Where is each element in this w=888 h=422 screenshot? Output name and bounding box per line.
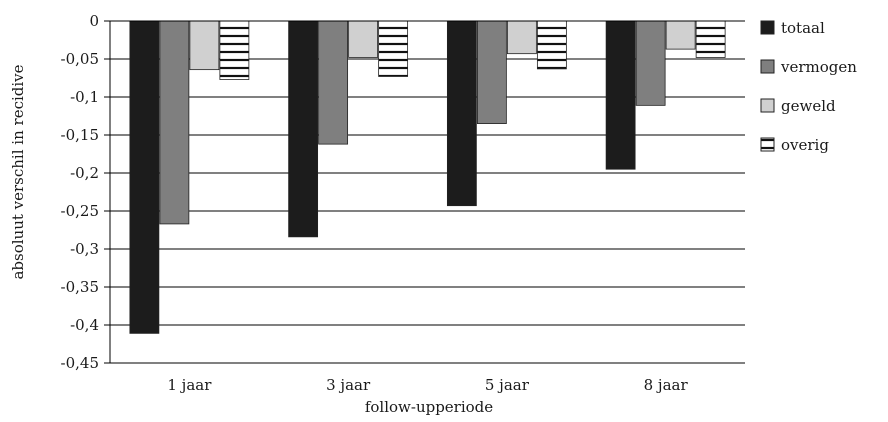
legend-swatch-totaal bbox=[760, 20, 775, 35]
bar-overig-1 bbox=[378, 20, 409, 77]
bar-vermogen-2 bbox=[476, 20, 507, 124]
bar-vermogen-3 bbox=[635, 20, 666, 106]
bar-geweld-1 bbox=[348, 20, 379, 58]
bar-totaal-2 bbox=[446, 20, 477, 207]
y-tick-label: -0,4 bbox=[70, 316, 99, 334]
bar-geweld-0 bbox=[189, 20, 220, 71]
y-axis-title: absoluut verschil in recidive bbox=[9, 64, 27, 279]
bar-totaal-3 bbox=[605, 20, 636, 170]
x-tick-label: 8 jaar bbox=[644, 376, 689, 394]
legend-swatch-overig bbox=[760, 137, 775, 152]
bar-overig-0 bbox=[219, 20, 250, 80]
legend-label-geweld: geweld bbox=[781, 97, 836, 115]
bar-totaal-0 bbox=[129, 20, 160, 334]
bar-geweld-2 bbox=[506, 20, 537, 55]
bar-overig-3 bbox=[695, 20, 726, 58]
legend-label-overig: overig bbox=[781, 136, 829, 154]
y-tick-label: -0,3 bbox=[70, 240, 99, 258]
y-tick-label: -0,25 bbox=[61, 202, 99, 220]
bar-vermogen-1 bbox=[318, 20, 349, 145]
legend-swatch-vermogen bbox=[760, 59, 775, 74]
legend-label-totaal: totaal bbox=[781, 19, 825, 37]
bar-totaal-1 bbox=[288, 20, 319, 238]
y-tick-label: -0,35 bbox=[61, 278, 99, 296]
y-tick-label: -0,45 bbox=[61, 354, 99, 372]
y-tick-label: -0,15 bbox=[61, 126, 99, 144]
y-tick-label: -0,05 bbox=[61, 50, 99, 68]
legend: totaal vermogen geweld overig bbox=[760, 19, 857, 154]
y-tick-label: 0 bbox=[89, 12, 99, 30]
y-tick-label: -0,2 bbox=[70, 164, 99, 182]
legend-swatch-geweld bbox=[760, 98, 775, 113]
x-tick-label: 1 jaar bbox=[167, 376, 212, 394]
bar-geweld-3 bbox=[665, 20, 696, 50]
legend-label-vermogen: vermogen bbox=[780, 58, 857, 76]
bar-vermogen-0 bbox=[159, 20, 190, 225]
bar-overig-2 bbox=[536, 20, 567, 70]
x-tick-label: 3 jaar bbox=[326, 376, 371, 394]
y-tick-label: -0,1 bbox=[70, 88, 99, 106]
x-axis-title: follow-upperiode bbox=[365, 398, 493, 416]
x-tick-label: 5 jaar bbox=[485, 376, 530, 394]
